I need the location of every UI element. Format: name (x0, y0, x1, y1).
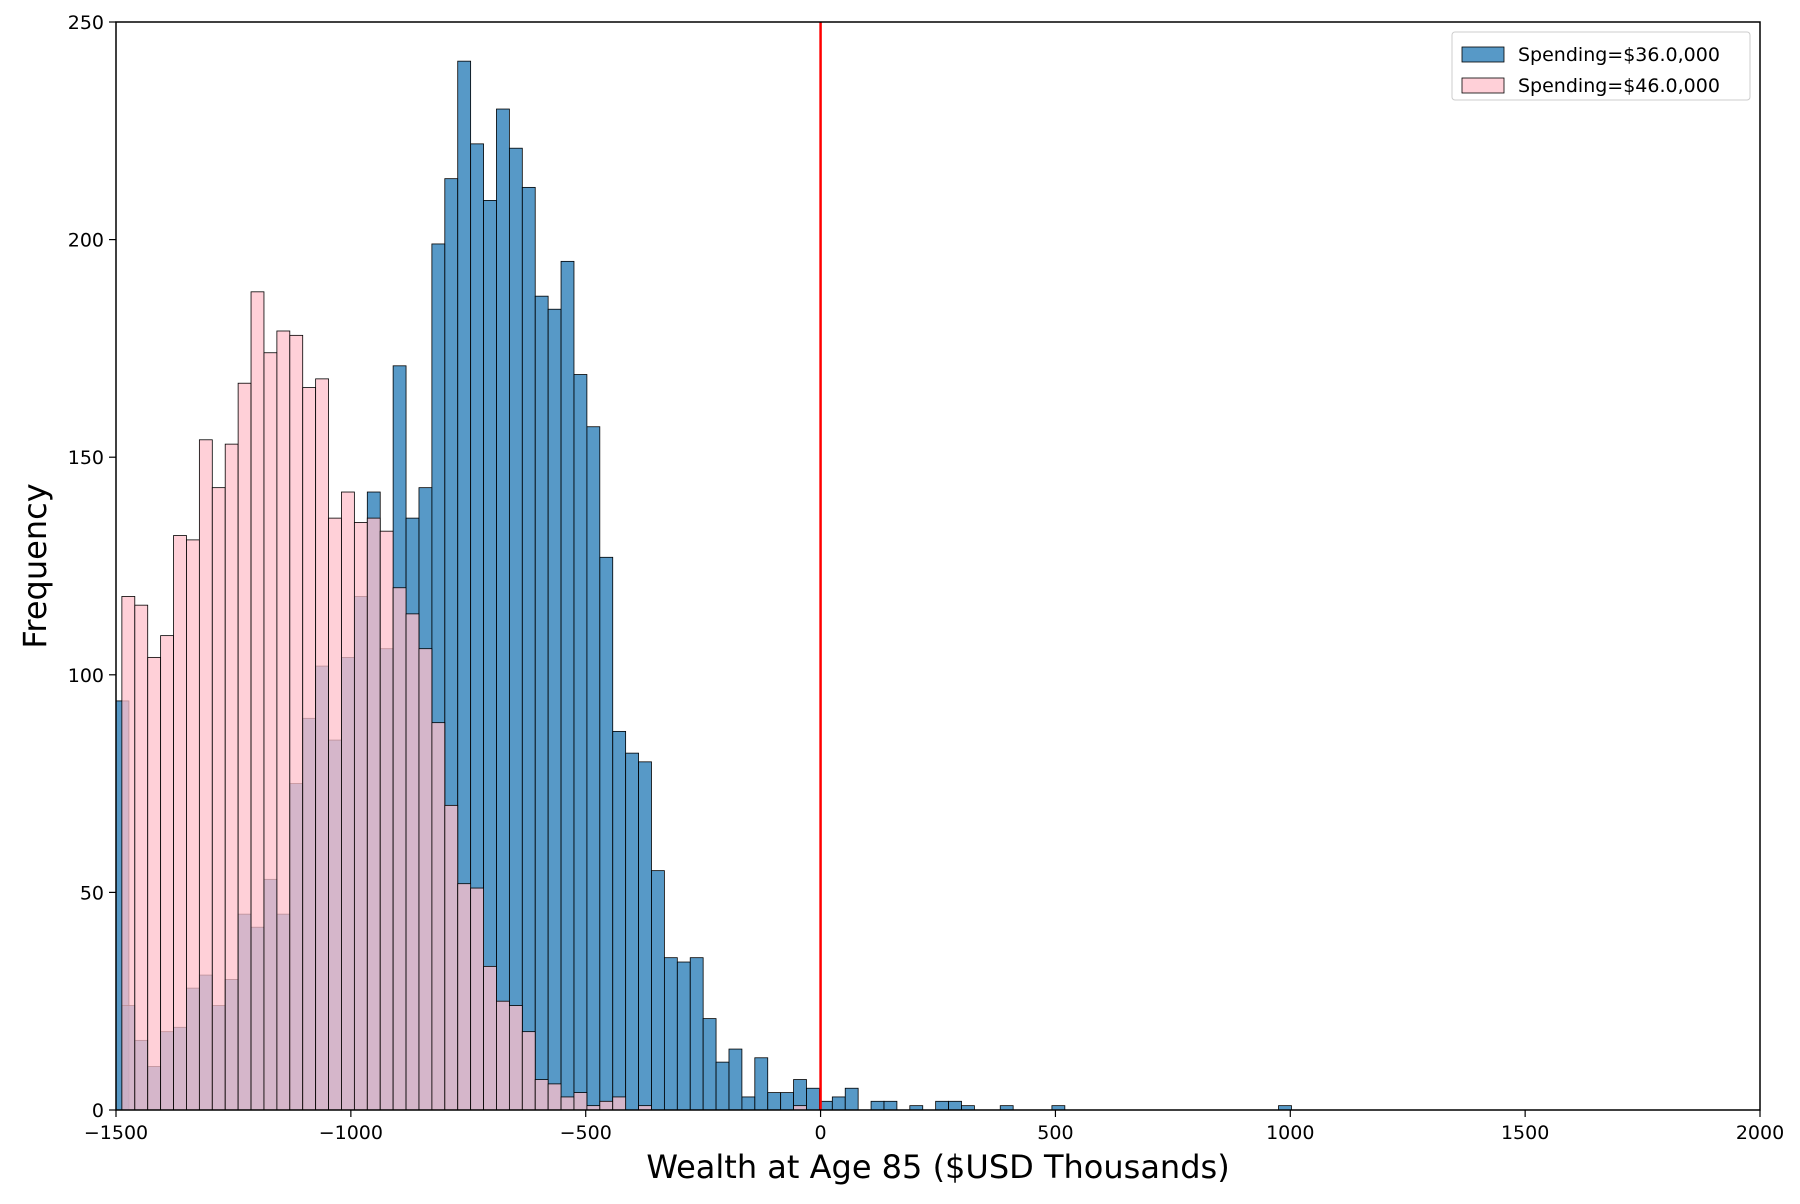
bar-series0-bin35 (560, 260, 575, 1111)
bar-series0-bin38 (599, 556, 614, 1111)
bar-series1-bin17 (341, 491, 355, 1111)
bar-series1-bin2 (147, 656, 162, 1111)
bar-series0-bin40 (625, 752, 639, 1111)
x-tick-label: 1500 (1501, 1122, 1549, 1144)
y-tick-label: 0 (92, 1100, 104, 1122)
series-46k-bars (121, 291, 807, 1111)
bar-series1-bin6 (198, 439, 213, 1111)
bar-series0-bin57 (844, 1087, 859, 1111)
bar-series0-bin52 (780, 1092, 794, 1111)
bar-series0-bin49 (741, 1096, 756, 1111)
bar-series1-bin10 (250, 291, 265, 1111)
bar-series1-bin33 (547, 1083, 562, 1111)
bar-series1-bin37 (599, 1100, 614, 1111)
x-tick-label: 0 (815, 1122, 827, 1144)
bar-series0-bin58 (870, 1100, 885, 1111)
x-tick-label: 500 (1037, 1122, 1073, 1144)
bar-series1-bin4 (173, 535, 187, 1111)
x-tick-label: 1000 (1266, 1122, 1314, 1144)
bar-series1-bin30 (508, 1005, 523, 1111)
bar-series0-bin31 (508, 147, 523, 1111)
bar-series1-bin12 (276, 330, 291, 1111)
bar-series0-bin51 (767, 1092, 782, 1111)
bar-series1-bin27 (470, 887, 484, 1111)
bar-series1-bin20 (379, 530, 394, 1111)
bar-series0-bin34 (547, 308, 562, 1111)
legend-label-36k: Spending=$36.0,000 (1518, 44, 1720, 66)
bar-series0-bin43 (663, 957, 678, 1111)
x-tick-label: 2000 (1736, 1122, 1784, 1144)
bar-series1-bin8 (224, 443, 239, 1111)
bar-series0-bin46 (702, 1018, 717, 1111)
bar-series1-bin35 (573, 1092, 588, 1111)
bar-series1-bin38 (612, 1096, 627, 1111)
bar-series0-bin37 (586, 426, 601, 1111)
bar-series0-bin50 (754, 1057, 769, 1111)
bar-series0-bin39 (612, 730, 627, 1111)
legend-swatch-36k (1461, 46, 1505, 63)
y-tick-label: 200 (68, 230, 104, 252)
bar-series0-bin48 (728, 1048, 743, 1111)
bar-series1-bin22 (405, 613, 420, 1111)
x-tick-label: −500 (560, 1122, 612, 1144)
bar-series0-bin45 (689, 957, 704, 1111)
bar-series1-bin21 (392, 587, 407, 1111)
bar-series1-bin14 (302, 387, 317, 1111)
bar-series1-bin29 (496, 1000, 510, 1111)
bar-series1-bin19 (366, 517, 381, 1111)
bar-series0-bin41 (638, 761, 652, 1111)
bar-series1-bin18 (353, 522, 368, 1111)
y-axis-ticks: 0 50 100 150 200 250 (68, 12, 116, 1122)
legend-box (1451, 31, 1751, 101)
bar-series1-bin31 (521, 1031, 536, 1111)
bar-series1-bin0 (121, 596, 136, 1111)
bar-series0-bin44 (676, 961, 691, 1111)
legend-swatch-46k (1461, 77, 1505, 94)
y-tick-label: 100 (68, 665, 104, 687)
bar-series1-bin5 (186, 539, 200, 1111)
bar-series0-bin42 (651, 870, 665, 1111)
bar-series0-bin47 (715, 1061, 730, 1111)
bar-series1-bin9 (237, 382, 252, 1111)
x-tick-label: −1000 (319, 1122, 383, 1144)
bar-series1-bin11 (263, 352, 278, 1111)
bar-series1-bin25 (444, 804, 459, 1111)
bar-series0-bin54 (806, 1087, 820, 1111)
bar-series1-bin1 (134, 604, 149, 1111)
bar-series1-bin13 (289, 334, 304, 1111)
y-tick-label: 50 (80, 882, 104, 904)
y-axis-label: Frequency (16, 483, 54, 648)
bar-series1-bin28 (483, 965, 497, 1111)
y-tick-label: 150 (68, 447, 104, 469)
x-axis-ticks: −1500 −1000 −500 0 500 1000 1500 2000 (84, 1110, 1784, 1144)
bar-series0-bin61 (935, 1100, 949, 1111)
legend: Spending=$36.0,000 Spending=$46.0,000 (1451, 31, 1751, 101)
x-axis-label: Wealth at Age 85 ($USD Thousands) (646, 1148, 1229, 1186)
bar-series0-bin30 (496, 108, 510, 1111)
bar-series1-bin3 (160, 635, 174, 1111)
bar-series0-bin59 (883, 1100, 898, 1111)
bar-series1-bin26 (457, 883, 472, 1111)
bar-series0-bin56 (831, 1096, 846, 1111)
bar-series1-bin23 (418, 648, 433, 1111)
y-tick-label: 250 (68, 12, 104, 34)
bar-series1-bin15 (315, 378, 329, 1111)
legend-label-46k: Spending=$46.0,000 (1518, 75, 1720, 97)
bar-series1-bin7 (211, 487, 226, 1111)
axes-frame (115, 21, 1761, 1111)
x-tick-label: −1500 (84, 1122, 148, 1144)
bar-series0-bin32 (521, 186, 536, 1111)
bar-series0-bin62 (948, 1100, 962, 1111)
bar-series1-bin34 (560, 1096, 575, 1111)
bar-series0-bin33 (534, 295, 549, 1111)
bar-series1-bin24 (431, 722, 446, 1111)
bar-series1-bin32 (534, 1079, 549, 1111)
bar-series0-bin36 (573, 374, 588, 1111)
bar-series1-bin16 (328, 517, 342, 1111)
